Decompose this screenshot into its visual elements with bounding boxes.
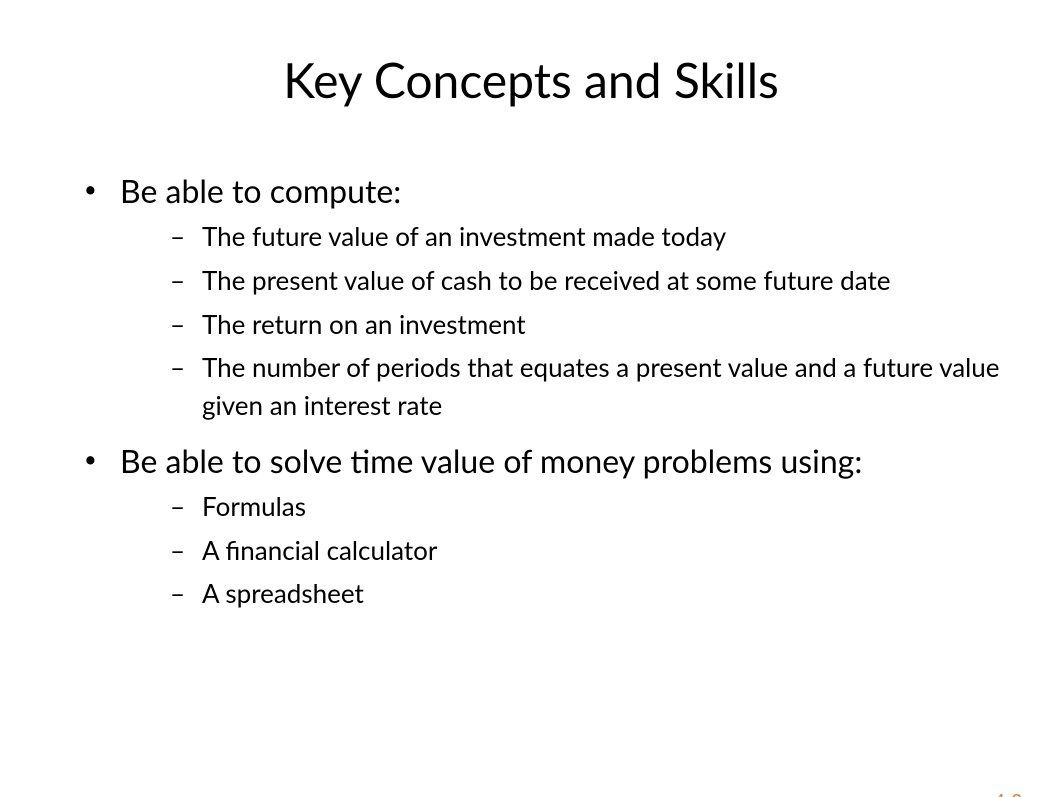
- page-number: 4-2: [994, 789, 1022, 797]
- bullet-item-solve: Be able to solve time value of money pro…: [72, 439, 1002, 613]
- sub-bullet-text: The present value of cash to be received…: [202, 264, 890, 296]
- slide-title: Key Concepts and Skills: [0, 52, 1062, 109]
- sub-bullet-item: Formulas: [120, 488, 1002, 526]
- sub-bullet-item: A spreadsheet: [120, 575, 1002, 613]
- sub-bullet-text: A financial calculator: [202, 534, 437, 566]
- sub-bullet-text: The future value of an investment made t…: [202, 220, 726, 252]
- sub-bullet-item: A financial calculator: [120, 532, 1002, 570]
- sub-bullet-item: The future value of an investment made t…: [120, 218, 1002, 256]
- slide: Key Concepts and Skills Be able to compu…: [0, 52, 1062, 797]
- sub-bullet-item: The return on an investment: [120, 306, 1002, 344]
- sub-bullet-list: The future value of an investment made t…: [120, 218, 1002, 424]
- bullet-item-compute: Be able to compute: The future value of …: [72, 169, 1002, 425]
- bullet-list: Be able to compute: The future value of …: [72, 169, 1002, 613]
- sub-bullet-list: Formulas A financial calculator A spread…: [120, 488, 1002, 613]
- sub-bullet-text: The number of periods that equates a pre…: [202, 351, 1000, 421]
- sub-bullet-text: Formulas: [202, 490, 306, 522]
- sub-bullet-text: The return on an investment: [202, 308, 526, 340]
- sub-bullet-text: A spreadsheet: [202, 577, 364, 609]
- bullet-text: Be able to solve time value of money pro…: [120, 441, 862, 480]
- sub-bullet-item: The number of periods that equates a pre…: [120, 349, 1002, 424]
- slide-content: Be able to compute: The future value of …: [72, 169, 1002, 613]
- sub-bullet-item: The present value of cash to be received…: [120, 262, 1002, 300]
- bullet-text: Be able to compute:: [120, 171, 401, 210]
